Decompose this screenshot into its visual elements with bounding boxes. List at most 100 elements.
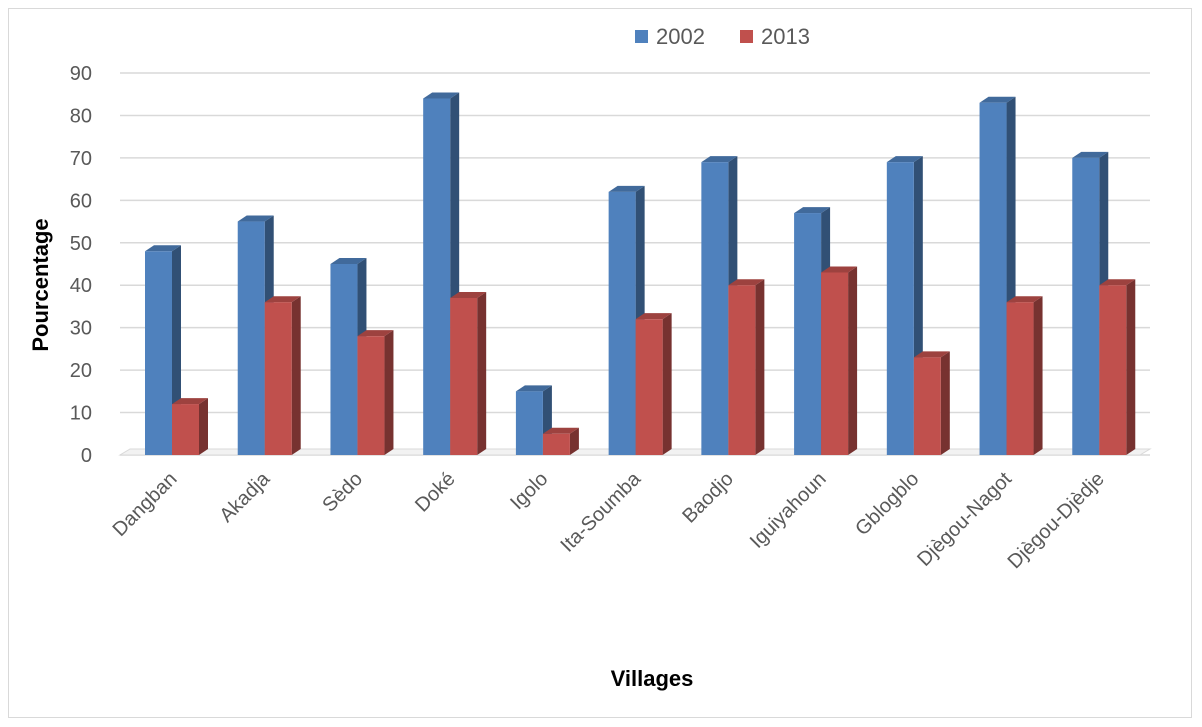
- y-tick-label: 10: [70, 403, 92, 425]
- bar-top: [145, 245, 181, 252]
- x-axis-ticks: Dangban Akadja Sèdo Doké Igolo Ita-Soumba Baod…: [109, 467, 1109, 573]
- bar-2002-Iguiyahoun: [794, 207, 831, 455]
- y-tick-label: 90: [70, 63, 92, 85]
- bar-top: [330, 258, 367, 264]
- bar-front: [821, 272, 849, 455]
- bar-side: [848, 266, 858, 455]
- bar-side: [662, 313, 672, 455]
- bar-front: [145, 251, 172, 455]
- bar-top: [821, 266, 858, 273]
- bar-top: [608, 185, 645, 192]
- bar-front: [237, 221, 265, 455]
- bar-front: [357, 336, 385, 455]
- bar-side: [384, 330, 394, 455]
- bar-2013-Igolo: [542, 427, 579, 455]
- bar-front: [450, 297, 478, 455]
- bar-front: [913, 357, 941, 455]
- x-tick-label: Djègou-Nagot: [913, 468, 1016, 571]
- y-axis-title: Pourcentage: [28, 218, 53, 351]
- bar-side: [477, 291, 487, 455]
- bar-front: [264, 302, 292, 455]
- bar-side: [199, 398, 208, 455]
- bar-top: [794, 207, 831, 214]
- bar-side: [1126, 279, 1136, 455]
- legend-swatch-2013: [740, 30, 753, 43]
- bar-front: [1006, 302, 1034, 455]
- bar-top: [979, 96, 1016, 103]
- bar-top: [542, 427, 579, 434]
- y-tick-label: 70: [70, 148, 92, 170]
- bars: [145, 92, 1136, 455]
- x-tick-label: Djègou-Djèdje: [1004, 468, 1109, 573]
- y-tick-label: 0: [81, 445, 92, 467]
- bar-2013-Baodjo: [728, 279, 765, 455]
- bar-2013-Doké: [450, 291, 487, 455]
- x-tick-label: Dangban: [109, 468, 182, 541]
- bar-front: [635, 319, 663, 455]
- bar-2002-Sèdo: [330, 258, 367, 455]
- x-tick-label: Baodjo: [678, 468, 738, 528]
- bar-top: [728, 279, 765, 286]
- bar-front: [515, 391, 543, 455]
- bar-2013-Sèdo: [357, 330, 394, 455]
- bar-front: [728, 285, 756, 455]
- bar-top: [237, 215, 274, 222]
- bar-side: [1033, 296, 1043, 455]
- bar-front: [542, 433, 570, 455]
- x-tick-label: Sèdo: [318, 468, 367, 517]
- bar-top: [635, 313, 672, 320]
- y-tick-label: 30: [70, 318, 92, 340]
- x-axis-title: Villages: [611, 666, 694, 691]
- bar-top: [423, 92, 460, 99]
- x-tick-label: Gblogblo: [851, 468, 923, 540]
- y-axis-ticks: 0 10 20 30 40 50 60 70 80 90: [70, 63, 92, 467]
- legend: 2002 2013: [612, 16, 842, 62]
- bar-top: [515, 385, 552, 392]
- bar-2013-Iguiyahoun: [821, 266, 858, 455]
- bar-2013-Djègou-Djèdje: [1099, 279, 1136, 455]
- bar-side: [940, 351, 950, 455]
- bar-2013-Akadja: [264, 296, 301, 455]
- y-tick-label: 80: [70, 105, 92, 127]
- bar-front: [794, 213, 822, 455]
- bar-front: [423, 98, 451, 455]
- bar-front: [172, 404, 199, 455]
- bar-side: [755, 279, 765, 455]
- bar-top: [172, 398, 208, 405]
- bar-2013-Gblogblo: [913, 351, 950, 455]
- y-tick-label: 20: [70, 360, 92, 382]
- bar-front: [330, 264, 358, 455]
- bar-front: [979, 102, 1007, 455]
- bar-front: [608, 191, 636, 455]
- x-tick-label: Doké: [411, 468, 460, 517]
- legend-background: [612, 16, 842, 62]
- bar-side: [291, 296, 301, 455]
- bar-front: [1072, 157, 1100, 455]
- bar-2013-Ita-Soumba: [635, 313, 672, 455]
- bar-front: [886, 162, 914, 455]
- bar-front: [1099, 285, 1127, 455]
- x-tick-label: Iguiyahoun: [746, 468, 831, 553]
- bar-2002-Dangban: [145, 245, 181, 455]
- bar-2013-Djègou-Nagot: [1006, 296, 1043, 455]
- bar-2013-Dangban: [172, 398, 208, 455]
- y-tick-label: 40: [70, 275, 92, 297]
- legend-label-2002: 2002: [656, 24, 705, 49]
- bar-top: [1072, 151, 1109, 158]
- bar-top: [264, 296, 301, 303]
- y-tick-label: 50: [70, 233, 92, 255]
- x-tick-label: Igolo: [506, 468, 552, 514]
- bar-top: [701, 156, 738, 163]
- bar-top: [1099, 279, 1136, 286]
- legend-swatch-2002: [635, 30, 648, 43]
- bar-top: [450, 291, 487, 298]
- bar-front: [701, 162, 729, 455]
- bar-top: [357, 330, 394, 337]
- x-tick-label: Ita-Soumba: [557, 467, 646, 556]
- legend-label-2013: 2013: [761, 24, 810, 49]
- y-tick-label: 60: [70, 190, 92, 212]
- bar-top: [1006, 296, 1043, 303]
- bar-top: [913, 351, 950, 358]
- bar-top: [886, 156, 923, 163]
